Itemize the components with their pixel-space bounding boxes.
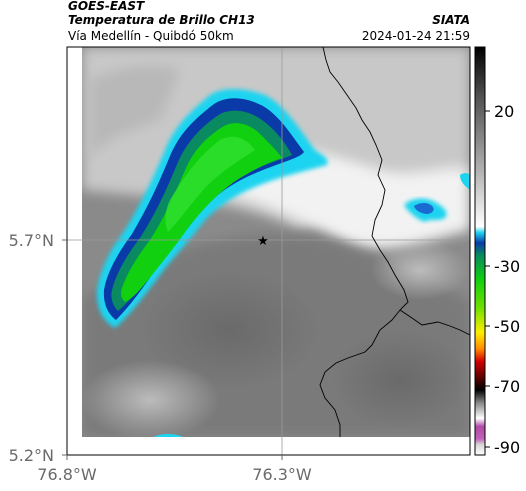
department-boundary: [319, 47, 409, 437]
colorbar-tick-label: -70: [494, 377, 520, 396]
map-frame: [66, 46, 471, 456]
colorbar: 20 -30 -50 -70 -90: [474, 46, 520, 457]
colorbar-tick-label: -30: [494, 257, 520, 276]
colorbar-tick-label: -50: [494, 317, 520, 336]
product-title: Temperatura de Brillo CH13: [68, 13, 255, 27]
brightness-temperature-field: [67, 47, 470, 455]
satellite-title: GOES-EAST: [68, 0, 145, 13]
route-subtitle: Vía Medellín - Quibdó 50km: [68, 29, 234, 43]
y-tick-label: 5.2°N: [9, 446, 54, 465]
y-tick-label: 5.7°N: [9, 231, 54, 250]
timestamp-label: 2024-01-24 21:59: [361, 29, 470, 43]
department-boundary-east: [399, 309, 470, 336]
x-tick-label: 76.8°W: [37, 465, 97, 484]
colorbar-tick-label: -90: [494, 438, 520, 457]
x-tick-label: 76.3°W: [252, 465, 312, 484]
organization-label: SIATA: [432, 13, 470, 27]
star-icon: ★: [257, 234, 269, 249]
colorbar-tick-label: 20: [494, 102, 514, 121]
